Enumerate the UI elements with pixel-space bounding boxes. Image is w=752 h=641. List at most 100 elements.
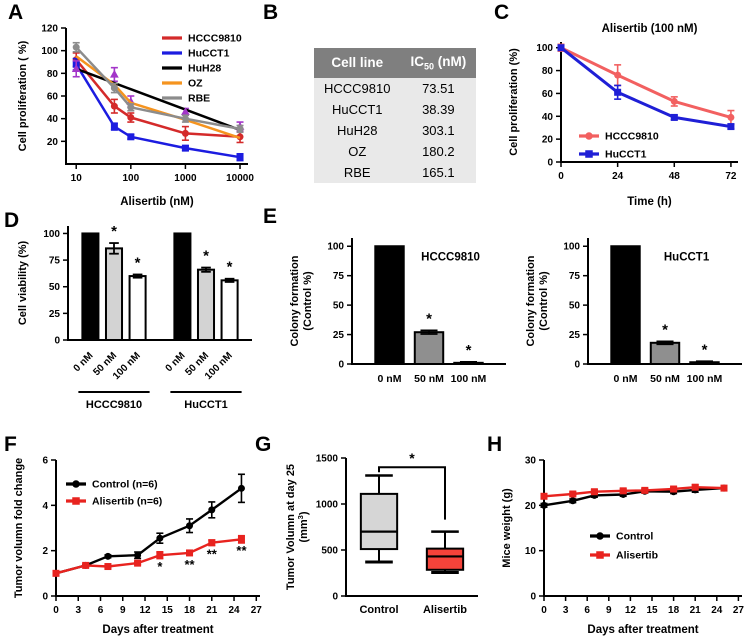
- svg-text:100: 100: [41, 46, 58, 57]
- svg-text:100: 100: [327, 242, 344, 253]
- svg-text:100: 100: [122, 173, 139, 184]
- panel-e-colony-chart-hccc9810: 0 25 50 75 100 Colony formation (Control %) 0 n…: [289, 238, 506, 385]
- svg-text:40: 40: [47, 114, 59, 125]
- D-bar-50 nM: [104, 247, 124, 341]
- svg-text:24: 24: [228, 605, 240, 616]
- svg-text:50: 50: [569, 301, 581, 312]
- cell-line-cell: HCCC9810: [314, 77, 401, 99]
- panel-label-c: C: [494, 1, 510, 24]
- svg-text:3: 3: [563, 605, 569, 616]
- panel-label-a: A: [8, 1, 24, 24]
- svg-text:15: 15: [646, 605, 658, 616]
- svg-text:Days after treatment: Days after treatment: [102, 624, 213, 636]
- svg-text:60: 60: [542, 89, 554, 100]
- C-series-HuCCT1: [560, 46, 732, 129]
- svg-text:21: 21: [206, 605, 218, 616]
- ic50-table: Cell line IC50 (nM) HCCC9810 73.51 HuCCT1 3…: [314, 48, 477, 183]
- svg-text:Control: Control: [616, 531, 653, 543]
- F-plot: 0 24 6 Days after treatment Tumor volumn fol…: [13, 456, 262, 637]
- svg-text:**: **: [184, 557, 195, 572]
- ic50-value-cell: 180.2: [400, 140, 477, 162]
- E2-bar-50 nM: [649, 341, 681, 366]
- svg-text:HCCC9810: HCCC9810: [86, 399, 142, 411]
- svg-text:Colony formation: Colony formation: [525, 255, 537, 346]
- svg-text:18: 18: [184, 605, 196, 616]
- svg-text:80: 80: [47, 69, 59, 80]
- svg-text:100 nM: 100 nM: [687, 373, 723, 385]
- svg-text:RBE: RBE: [188, 93, 210, 105]
- D-bar-0 nM: [81, 232, 100, 341]
- svg-text:27: 27: [733, 605, 745, 616]
- svg-text:24: 24: [612, 171, 624, 182]
- svg-text:0: 0: [547, 158, 553, 169]
- ic50-value-cell: 38.39: [400, 98, 477, 120]
- svg-text:Cell proliferation ( %): Cell proliferation ( %): [17, 40, 29, 151]
- svg-text:*: *: [157, 559, 163, 574]
- G-plot: 0 500 1000 1500 Tumor Volumn at day 25 (mm3) C…: [285, 450, 478, 616]
- table-row: HCCC9810 73.51: [314, 77, 477, 99]
- svg-text:9: 9: [120, 605, 126, 616]
- panel-e-colony-chart-hucct1: 0 25 50 75 100 Colony formation (Control %) 0 n…: [525, 238, 742, 385]
- svg-text:HCCC9810: HCCC9810: [188, 33, 242, 45]
- E1-bar-50 nM: [413, 331, 445, 365]
- svg-text:50 nM: 50 nM: [650, 373, 680, 385]
- svg-text:20: 20: [525, 501, 537, 512]
- svg-text:100: 100: [563, 242, 580, 253]
- panel-g-tumor-volume-boxplot: 0 500 1000 1500 Tumor Volumn at day 25 (mm3) C…: [285, 450, 478, 616]
- svg-text:1000: 1000: [174, 173, 197, 184]
- svg-text:**: **: [207, 547, 218, 562]
- svg-text:48: 48: [669, 171, 681, 182]
- svg-text:0: 0: [574, 360, 580, 371]
- svg-text:10000: 10000: [226, 173, 254, 184]
- svg-text:*: *: [426, 310, 432, 327]
- svg-text:60: 60: [47, 92, 59, 103]
- svg-text:Alisertib (100 nM): Alisertib (100 nM): [602, 23, 698, 35]
- svg-text:*: *: [203, 248, 209, 265]
- svg-text:1500: 1500: [316, 454, 339, 465]
- svg-text:3: 3: [75, 605, 81, 616]
- svg-text:Days after treatment: Days after treatment: [587, 624, 698, 636]
- svg-text:**: **: [236, 543, 247, 558]
- svg-text:Control (n=6): Control (n=6): [92, 479, 158, 491]
- table-row: HuCCT1 38.39: [314, 98, 477, 120]
- svg-text:6: 6: [42, 456, 48, 467]
- svg-text:100: 100: [43, 229, 60, 240]
- G-box-Control: [359, 492, 399, 551]
- svg-text:(Control %): (Control %): [302, 271, 314, 331]
- svg-text:10: 10: [525, 546, 537, 557]
- svg-text:Tumor Volumn at day 25: Tumor Volumn at day 25: [285, 464, 297, 590]
- svg-text:Colony formation: Colony formation: [289, 255, 301, 346]
- svg-text:0: 0: [338, 360, 344, 371]
- svg-text:Tumor volumn fold change: Tumor volumn fold change: [13, 458, 25, 598]
- svg-text:25: 25: [569, 330, 581, 341]
- svg-text:*: *: [702, 341, 708, 358]
- table-header-ic50: IC50 (nM): [400, 48, 477, 78]
- C-series-HCCC9810: [560, 46, 732, 119]
- svg-text:HuCCT1: HuCCT1: [188, 48, 230, 60]
- svg-text:12: 12: [625, 605, 637, 616]
- svg-text:Alisertib (n=6): Alisertib (n=6): [92, 496, 162, 508]
- svg-text:15: 15: [162, 605, 174, 616]
- svg-text:20: 20: [542, 135, 554, 146]
- svg-text:6: 6: [98, 605, 104, 616]
- A-plot: 20 40 60 80 100 120 Alisertib (nM) Cell prolife…: [17, 24, 254, 209]
- svg-text:50 nM: 50 nM: [414, 373, 444, 385]
- ic50-value-cell: 73.51: [400, 77, 477, 99]
- svg-text:0: 0: [42, 592, 48, 603]
- svg-text:(mm3): (mm3): [296, 511, 310, 542]
- svg-text:1000: 1000: [316, 500, 339, 511]
- F-series-Alisertib (n=6): [55, 538, 242, 575]
- H-series-Alisertib: [543, 486, 725, 498]
- svg-text:50: 50: [49, 282, 61, 293]
- D-bar-0 nM: [173, 232, 192, 341]
- table-header-cell-line: Cell line: [314, 48, 401, 78]
- svg-text:40: 40: [542, 112, 554, 123]
- D-bar-100 nM: [220, 279, 239, 341]
- svg-text:100: 100: [536, 43, 553, 54]
- cell-line-cell: HuCCT1: [314, 98, 401, 120]
- panel-a-dose-response-chart: 20 40 60 80 100 120 Alisertib (nM) Cell prolife…: [17, 24, 254, 209]
